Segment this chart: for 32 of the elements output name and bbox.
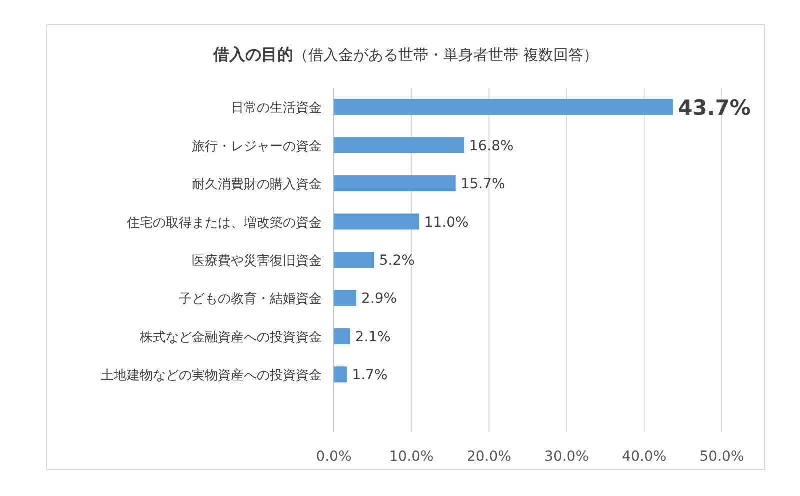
y-tick-label: 子どもの教育・結婚資金 [179, 291, 322, 308]
data-label: 43.7% [678, 96, 751, 120]
x-tick-label: 20.0% [466, 449, 512, 465]
bar [334, 99, 674, 116]
y-tick-label: 医療費や災害復旧資金 [192, 253, 322, 269]
x-tick-label: 10.0% [389, 449, 434, 465]
data-label: 11.0% [424, 214, 469, 231]
y-tick-label: 旅行・レジャーの資金 [192, 139, 322, 154]
data-label: 2.1% [355, 329, 391, 346]
x-tick-label: 50.0% [700, 449, 744, 465]
bar [334, 137, 464, 154]
y-tick-label: 日常の生活資金 [231, 101, 322, 116]
y-tick-label: 住宅の取得または、増改築の資金 [126, 214, 322, 231]
data-label: 15.7% [460, 176, 506, 193]
x-tick-label: 40.0% [622, 449, 667, 465]
bar [334, 290, 357, 306]
data-label: 1.7% [352, 368, 388, 384]
bar [334, 176, 456, 192]
y-tick-label: 土地建物などの実物資産への投資資金 [101, 368, 322, 384]
data-label: 5.2% [379, 253, 415, 269]
bar [334, 214, 420, 230]
data-label: 16.8% [469, 138, 514, 154]
data-label: 2.9% [362, 291, 398, 308]
bar [334, 252, 374, 268]
chart-title: 借入の目的 [212, 45, 294, 64]
bar [334, 328, 350, 344]
x-tick-label: 0.0% [316, 449, 352, 465]
y-tick-label: 耐久消費財の購入資金 [192, 178, 322, 193]
x-tick-label: 30.0% [544, 449, 590, 465]
y-tick-label: 株式など金融資産への投資資金 [139, 329, 322, 346]
chart-subtitle: （借入金がある世帯・単身者世帯 複数回答） [294, 46, 598, 64]
bar [334, 366, 348, 383]
